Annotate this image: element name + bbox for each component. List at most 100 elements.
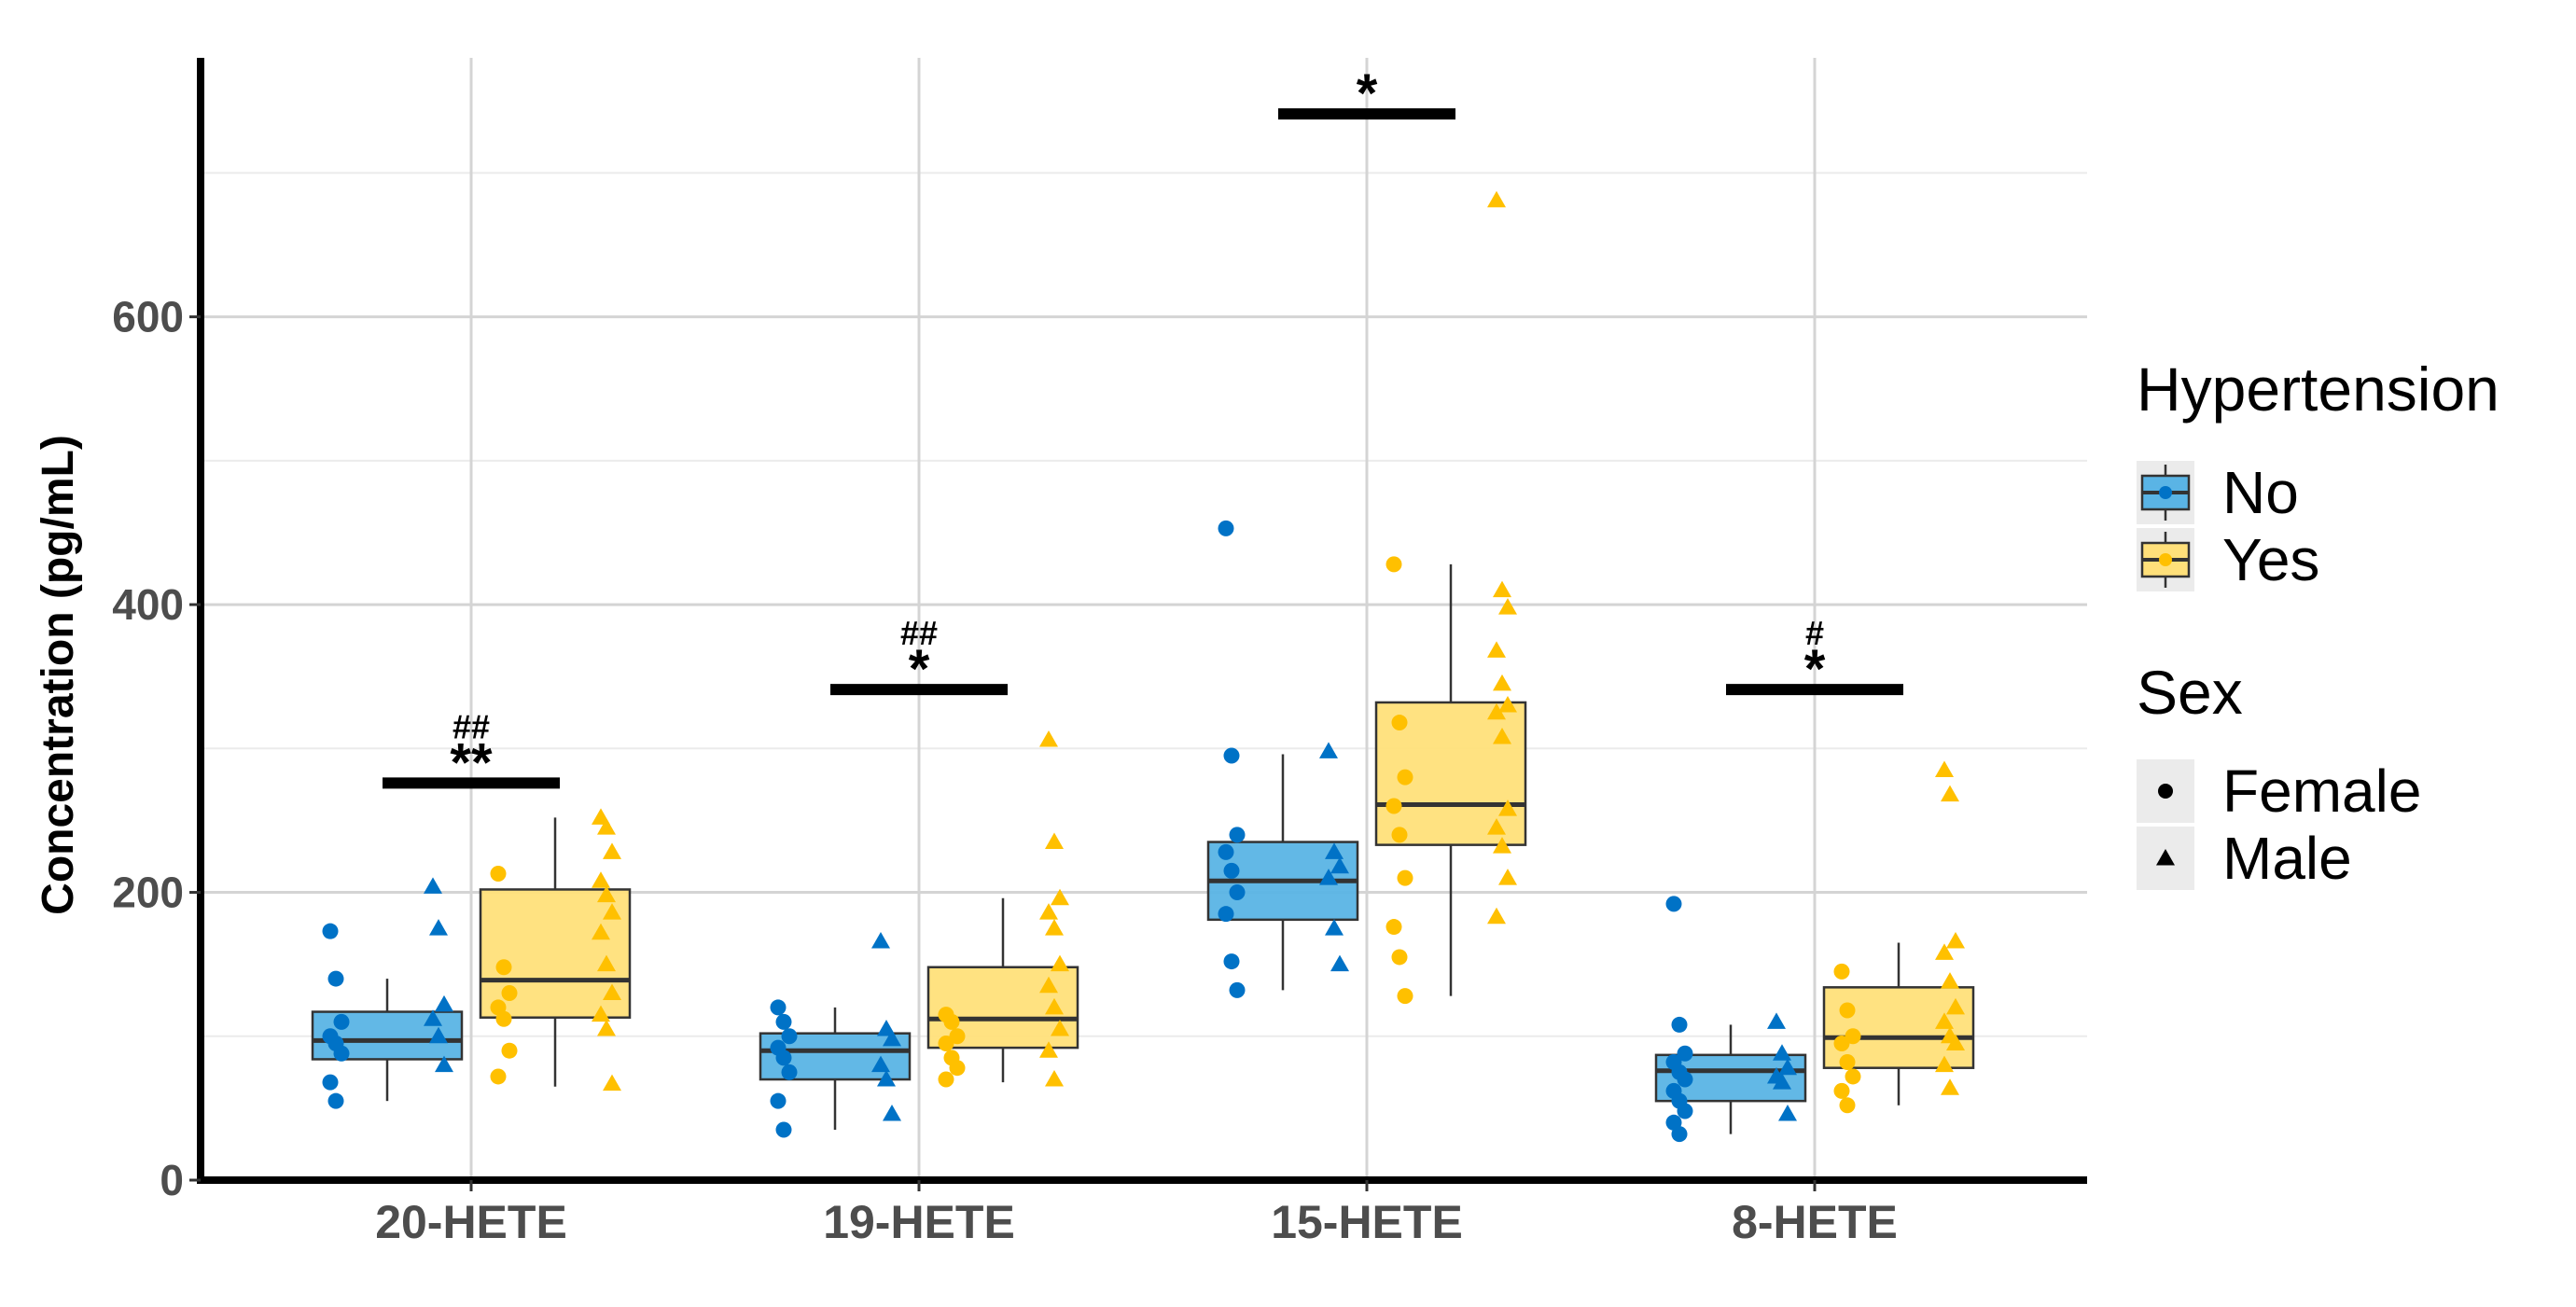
point-male — [1767, 1012, 1786, 1029]
point-female — [770, 999, 787, 1016]
point-female — [1833, 1082, 1850, 1099]
point-male — [1039, 1041, 1058, 1058]
point-female — [949, 1060, 966, 1077]
point-male — [1039, 730, 1058, 747]
point-female — [333, 1013, 350, 1030]
point-male — [1487, 907, 1506, 925]
point-female — [1218, 520, 1234, 536]
point-female — [775, 1013, 792, 1030]
point-male — [1319, 869, 1338, 885]
point-male — [603, 903, 621, 920]
point-male — [424, 877, 442, 894]
point-female — [1391, 715, 1408, 731]
point-female — [322, 1074, 339, 1091]
point-female — [1839, 1097, 1856, 1114]
box-20-hete-yes — [479, 817, 632, 1087]
point-male — [1325, 842, 1344, 859]
point-female — [501, 985, 518, 1001]
point-male — [1935, 1055, 1954, 1073]
point-female — [490, 865, 507, 882]
point-male — [597, 954, 616, 972]
point-female — [1833, 1035, 1850, 1051]
point-male — [1941, 785, 1959, 802]
legend-key-triangle-icon — [2156, 849, 2175, 866]
point-female — [1223, 862, 1240, 879]
significance-stars: * — [1804, 639, 1826, 700]
point-female — [1677, 1103, 1693, 1119]
point-male — [1045, 832, 1064, 850]
y-axis-title: Concentration (pg/mL) — [34, 435, 83, 915]
legend-key-point — [2159, 486, 2172, 499]
point-female — [1665, 896, 1682, 912]
point-male — [435, 1055, 453, 1073]
point-female — [1385, 556, 1402, 573]
x-tick-label: 8-HETE — [1732, 1196, 1898, 1248]
legend-key-circle-icon — [2158, 784, 2173, 799]
x-tick-label: 20-HETE — [375, 1196, 567, 1248]
point-male — [1039, 976, 1058, 994]
point-male — [1039, 903, 1058, 920]
point-female — [333, 1045, 350, 1062]
significance-stars: * — [909, 639, 930, 700]
legend-title-hypertension: Hypertension — [2137, 355, 2499, 424]
point-male — [871, 931, 890, 949]
point-female — [775, 1050, 792, 1066]
point-male — [883, 1105, 901, 1121]
point-male — [1051, 888, 1069, 906]
point-male — [1325, 919, 1344, 936]
legend-label-male: Male — [2222, 825, 2352, 892]
point-female — [1845, 1068, 1861, 1085]
point-male — [1045, 997, 1064, 1015]
point-male — [1935, 1012, 1954, 1029]
point-female — [1385, 798, 1402, 814]
point-male — [1493, 580, 1511, 598]
point-male — [1487, 702, 1506, 720]
point-female — [1223, 747, 1240, 764]
point-male — [603, 1074, 621, 1091]
point-male — [1487, 190, 1506, 208]
point-male — [435, 994, 453, 1012]
point-male — [1946, 1034, 1965, 1050]
point-female — [322, 923, 339, 939]
point-male — [871, 1055, 890, 1073]
point-male — [597, 818, 616, 835]
point-female — [327, 1092, 344, 1109]
point-female — [1833, 963, 1850, 980]
point-male — [1493, 674, 1511, 691]
point-male — [1941, 972, 1959, 989]
point-male — [1941, 1078, 1959, 1095]
point-female — [1677, 1045, 1693, 1062]
point-male — [1773, 1044, 1791, 1061]
point-male — [1051, 1020, 1069, 1036]
point-male — [1773, 1073, 1791, 1090]
point-female — [770, 1092, 787, 1109]
y-tick-label: 400 — [112, 580, 184, 629]
point-male — [1778, 1058, 1797, 1076]
point-male — [603, 842, 621, 859]
point-male — [1330, 856, 1349, 874]
point-female — [1218, 843, 1234, 860]
point-female — [943, 1013, 960, 1030]
point-male — [592, 1005, 610, 1022]
point-female — [1391, 949, 1408, 966]
point-female — [1671, 1126, 1688, 1143]
y-tick-label: 200 — [112, 869, 184, 917]
axes: 0 200 400 600 20-HETE 19-HETE 15-HETE 8-HETE Con… — [34, 58, 2087, 1248]
point-male — [424, 1009, 442, 1026]
point-male — [592, 923, 610, 940]
point-male — [597, 885, 616, 903]
point-female — [1385, 919, 1402, 936]
point-male — [592, 871, 610, 888]
point-male — [1487, 818, 1506, 835]
point-male — [1319, 742, 1338, 758]
point-female — [1223, 953, 1240, 970]
point-female — [327, 970, 344, 987]
point-male — [1946, 931, 1965, 949]
point-female — [1397, 869, 1413, 886]
point-female — [495, 1010, 512, 1027]
point-female — [1839, 1002, 1856, 1019]
point-male — [1493, 837, 1511, 854]
point-male — [429, 919, 448, 936]
point-female — [938, 1035, 954, 1051]
